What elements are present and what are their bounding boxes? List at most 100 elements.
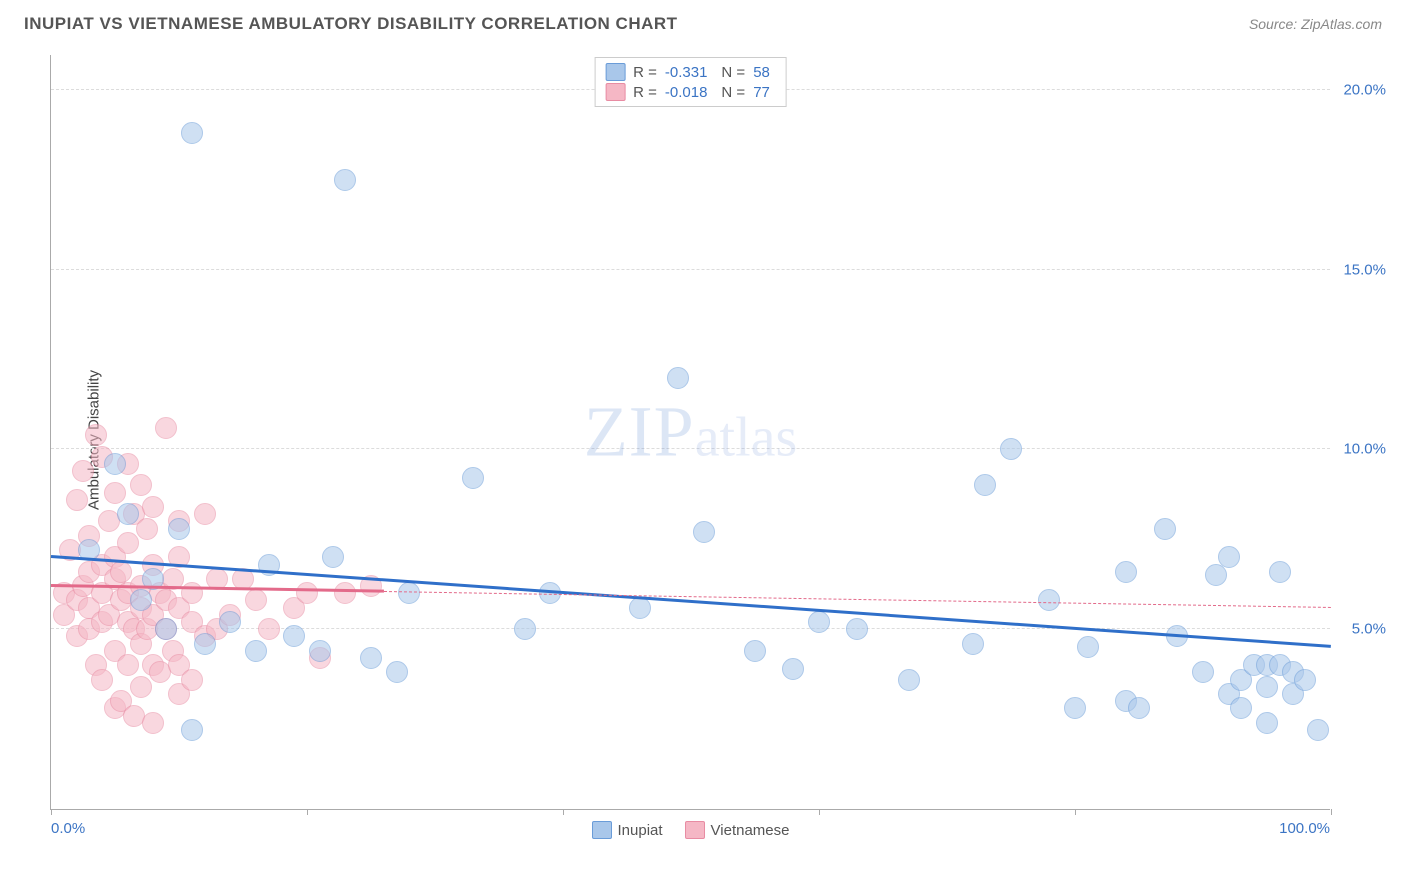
legend-swatch: [685, 821, 705, 839]
scatter-point: [1115, 561, 1137, 583]
legend-swatch: [592, 821, 612, 839]
watermark-atlas: atlas: [695, 407, 798, 469]
scatter-point: [334, 582, 356, 604]
scatter-point: [744, 640, 766, 662]
legend-stats-row: R = -0.331 N = 58: [605, 62, 776, 82]
scatter-point: [110, 561, 132, 583]
x-tick: [819, 809, 820, 815]
scatter-point: [1205, 564, 1227, 586]
x-tick: [307, 809, 308, 815]
legend-series-label: Vietnamese: [711, 822, 790, 839]
scatter-point: [808, 611, 830, 633]
legend-r-value: -0.018: [665, 84, 708, 101]
scatter-point: [398, 582, 420, 604]
scatter-point: [629, 597, 651, 619]
legend-swatch: [605, 63, 625, 81]
legend-series-item: Inupiat: [592, 821, 663, 839]
scatter-point: [1192, 661, 1214, 683]
scatter-point: [1128, 697, 1150, 719]
legend-swatch: [605, 83, 625, 101]
scatter-point: [1154, 518, 1176, 540]
scatter-point: [66, 489, 88, 511]
scatter-point: [1218, 546, 1240, 568]
scatter-point: [245, 640, 267, 662]
scatter-point: [117, 532, 139, 554]
x-axis-min-label: 0.0%: [51, 820, 85, 837]
scatter-point: [1269, 561, 1291, 583]
scatter-point: [130, 589, 152, 611]
scatter-point: [1230, 697, 1252, 719]
y-tick-label: 10.0%: [1343, 441, 1386, 458]
scatter-point: [1038, 589, 1060, 611]
gridline: [51, 269, 1330, 270]
x-tick: [1331, 809, 1332, 815]
scatter-point: [130, 474, 152, 496]
scatter-point: [155, 417, 177, 439]
watermark: ZIPatlas: [584, 391, 798, 474]
chart-container: Ambulatory Disability ZIPatlas R = -0.33…: [50, 55, 1380, 825]
x-axis-max-label: 100.0%: [1279, 820, 1330, 837]
scatter-point: [898, 669, 920, 691]
source-label: Source: ZipAtlas.com: [1249, 16, 1382, 32]
legend-series-label: Inupiat: [618, 822, 663, 839]
chart-title: INUPIAT VS VIETNAMESE AMBULATORY DISABIL…: [24, 14, 678, 34]
legend-n-value: 77: [753, 84, 770, 101]
scatter-point: [296, 582, 318, 604]
y-tick-label: 20.0%: [1343, 81, 1386, 98]
scatter-point: [181, 669, 203, 691]
plot-area: ZIPatlas R = -0.331 N = 58 R = -0.018 N …: [50, 55, 1330, 810]
legend-stats: R = -0.331 N = 58 R = -0.018 N = 77: [594, 57, 787, 107]
gridline: [51, 448, 1330, 449]
scatter-point: [194, 633, 216, 655]
scatter-point: [782, 658, 804, 680]
scatter-point: [309, 640, 331, 662]
scatter-point: [104, 453, 126, 475]
legend-stats-row: R = -0.018 N = 77: [605, 82, 776, 102]
scatter-point: [334, 169, 356, 191]
scatter-point: [283, 625, 305, 647]
scatter-point: [1077, 636, 1099, 658]
scatter-point: [142, 712, 164, 734]
y-tick-label: 5.0%: [1352, 621, 1386, 638]
scatter-point: [194, 503, 216, 525]
scatter-point: [360, 647, 382, 669]
scatter-point: [219, 611, 241, 633]
scatter-point: [117, 503, 139, 525]
scatter-point: [181, 122, 203, 144]
chart-header: INUPIAT VS VIETNAMESE AMBULATORY DISABIL…: [0, 0, 1406, 42]
scatter-point: [258, 618, 280, 640]
scatter-point: [245, 589, 267, 611]
watermark-zip: ZIP: [584, 392, 695, 472]
scatter-point: [1000, 438, 1022, 460]
scatter-point: [104, 482, 126, 504]
scatter-point: [514, 618, 536, 640]
scatter-point: [155, 618, 177, 640]
scatter-point: [181, 719, 203, 741]
scatter-point: [667, 367, 689, 389]
trendline: [384, 591, 1331, 608]
scatter-point: [462, 467, 484, 489]
scatter-point: [962, 633, 984, 655]
scatter-point: [168, 518, 190, 540]
scatter-point: [136, 518, 158, 540]
scatter-point: [1256, 712, 1278, 734]
scatter-point: [130, 676, 152, 698]
scatter-point: [974, 474, 996, 496]
scatter-point: [386, 661, 408, 683]
scatter-point: [1307, 719, 1329, 741]
scatter-point: [1064, 697, 1086, 719]
scatter-point: [117, 654, 139, 676]
scatter-point: [142, 496, 164, 518]
legend-series: Inupiat Vietnamese: [592, 821, 790, 839]
trendline: [51, 555, 1331, 647]
x-tick: [563, 809, 564, 815]
scatter-point: [322, 546, 344, 568]
legend-r-value: -0.331: [665, 64, 708, 81]
x-tick: [51, 809, 52, 815]
legend-r-label: R =: [633, 84, 657, 101]
x-tick: [1075, 809, 1076, 815]
scatter-point: [72, 460, 94, 482]
y-tick-label: 15.0%: [1343, 261, 1386, 278]
scatter-point: [1256, 676, 1278, 698]
legend-n-value: 58: [753, 64, 770, 81]
